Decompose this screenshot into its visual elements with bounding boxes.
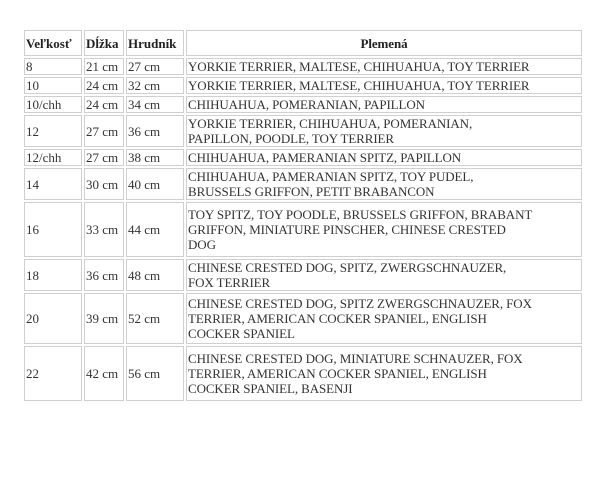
chest-cell: 36 cm	[126, 115, 184, 147]
table-row: 10/chh 24 cm 34 cm CHIHUAHUA, POMERANIAN, P…	[24, 96, 582, 113]
breeds-cell: YORKIE TERRIER, MALTESE, CHIHUAHUA, TOY …	[186, 58, 582, 75]
size-cell: 20	[24, 293, 82, 344]
header-length: Dĺžka	[84, 30, 124, 56]
size-cell: 8	[24, 58, 82, 75]
length-cell: 24 cm	[84, 77, 124, 94]
size-cell: 18	[24, 259, 82, 291]
size-cell: 22	[24, 346, 82, 401]
breeds-line: DOG	[188, 237, 216, 252]
breeds-cell: CHIHUAHUA, PAMERANIAN SPITZ, TOY PUDEL, B…	[186, 168, 582, 200]
table-row: 20 39 cm 52 cm CHINESE CRESTED DOG, SPITZ Z…	[24, 293, 582, 344]
breeds-line: CHIHUAHUA, POMERANIAN, PAPILLON	[188, 97, 425, 112]
breeds-cell: CHINESE CRESTED DOG, MINIATURE SCHNAUZER…	[186, 346, 582, 401]
breeds-cell: CHIHUAHUA, PAMERANIAN SPITZ, PAPILLON	[186, 149, 582, 166]
length-cell: 27 cm	[84, 149, 124, 166]
table-row: 12 27 cm 36 cm YORKIE TERRIER, CHIHUAHUA, P…	[24, 115, 582, 147]
header-size: Veľkosť	[24, 30, 82, 56]
length-cell: 30 cm	[84, 168, 124, 200]
size-cell: 10	[24, 77, 82, 94]
breeds-line: COCKER SPANIEL, BASENJI	[188, 381, 353, 396]
breeds-line: GRIFFON, MINIATURE PINSCHER, CHINESE CRE…	[188, 222, 506, 237]
breeds-line: CHIHUAHUA, PAMERANIAN SPITZ, TOY PUDEL,	[188, 169, 474, 184]
table-row: 10 24 cm 32 cm YORKIE TERRIER, MALTESE, CHI…	[24, 77, 582, 94]
size-cell: 16	[24, 202, 82, 257]
table-row: 22 42 cm 56 cm CHINESE CRESTED DOG, MINIATU…	[24, 346, 582, 401]
chest-cell: 48 cm	[126, 259, 184, 291]
size-cell: 12/chh	[24, 149, 82, 166]
size-cell: 10/chh	[24, 96, 82, 113]
table-row: 16 33 cm 44 cm TOY SPITZ, TOY POODLE, BRUSS…	[24, 202, 582, 257]
header-chest: Hrudník	[126, 30, 184, 56]
length-cell: 21 cm	[84, 58, 124, 75]
table-row: 8 21 cm 27 cm YORKIE TERRIER, MALTESE, CHIH…	[24, 58, 582, 75]
breeds-line: CHINESE CRESTED DOG, MINIATURE SCHNAUZER…	[188, 351, 523, 366]
table-row: 14 30 cm 40 cm CHIHUAHUA, PAMERANIAN SPITZ,…	[24, 168, 582, 200]
breeds-line: BRUSSELS GRIFFON, PETIT BRABANCON	[188, 184, 435, 199]
size-cell: 12	[24, 115, 82, 147]
breeds-line: TERRIER, AMERICAN COCKER SPANIEL, ENGLIS…	[188, 366, 487, 381]
breeds-line: PAPILLON, POODLE, TOY TERRIER	[188, 131, 394, 146]
table-row: 18 36 cm 48 cm CHINESE CRESTED DOG, SPITZ, …	[24, 259, 582, 291]
chest-cell: 52 cm	[126, 293, 184, 344]
chest-cell: 40 cm	[126, 168, 184, 200]
breeds-cell: YORKIE TERRIER, CHIHUAHUA, POMERANIAN, PA…	[186, 115, 582, 147]
chest-cell: 44 cm	[126, 202, 184, 257]
breeds-line: CHINESE CRESTED DOG, SPITZ ZWERGSCHNAUZE…	[188, 296, 532, 311]
length-cell: 24 cm	[84, 96, 124, 113]
header-row: Veľkosť Dĺžka Hrudník Plemená	[24, 30, 582, 56]
length-cell: 36 cm	[84, 259, 124, 291]
breeds-line: TOY SPITZ, TOY POODLE, BRUSSELS GRIFFON,…	[188, 207, 533, 222]
length-cell: 39 cm	[84, 293, 124, 344]
size-table: Veľkosť Dĺžka Hrudník Plemená 8 21 cm 27 c…	[22, 28, 584, 403]
breeds-cell: YORKIE TERRIER, MALTESE, CHIHUAHUA, TOY …	[186, 77, 582, 94]
table-row: 12/chh 27 cm 38 cm CHIHUAHUA, PAMERANIAN SP…	[24, 149, 582, 166]
breeds-line: COCKER SPANIEL	[188, 326, 295, 341]
breeds-line: CHIHUAHUA, PAMERANIAN SPITZ, PAPILLON	[188, 150, 462, 165]
length-cell: 27 cm	[84, 115, 124, 147]
size-cell: 14	[24, 168, 82, 200]
breeds-line: CHINESE CRESTED DOG, SPITZ, ZWERGSCHNAUZ…	[188, 260, 507, 275]
breeds-line: YORKIE TERRIER, MALTESE, CHIHUAHUA, TOY …	[188, 59, 530, 74]
header-breeds: Plemená	[186, 30, 582, 56]
breeds-line: YORKIE TERRIER, MALTESE, CHIHUAHUA, TOY …	[188, 78, 530, 93]
chest-cell: 34 cm	[126, 96, 184, 113]
chest-cell: 27 cm	[126, 58, 184, 75]
chest-cell: 38 cm	[126, 149, 184, 166]
length-cell: 33 cm	[84, 202, 124, 257]
length-cell: 42 cm	[84, 346, 124, 401]
breeds-line: TERRIER, AMERICAN COCKER SPANIEL, ENGLIS…	[188, 311, 487, 326]
breeds-line: FOX TERRIER	[188, 275, 271, 290]
breeds-cell: TOY SPITZ, TOY POODLE, BRUSSELS GRIFFON,…	[186, 202, 582, 257]
chest-cell: 32 cm	[126, 77, 184, 94]
breeds-line: YORKIE TERRIER, CHIHUAHUA, POMERANIAN,	[188, 116, 473, 131]
breeds-cell: CHINESE CRESTED DOG, SPITZ, ZWERGSCHNAUZ…	[186, 259, 582, 291]
breeds-cell: CHINESE CRESTED DOG, SPITZ ZWERGSCHNAUZE…	[186, 293, 582, 344]
breeds-cell: CHIHUAHUA, POMERANIAN, PAPILLON	[186, 96, 582, 113]
chest-cell: 56 cm	[126, 346, 184, 401]
